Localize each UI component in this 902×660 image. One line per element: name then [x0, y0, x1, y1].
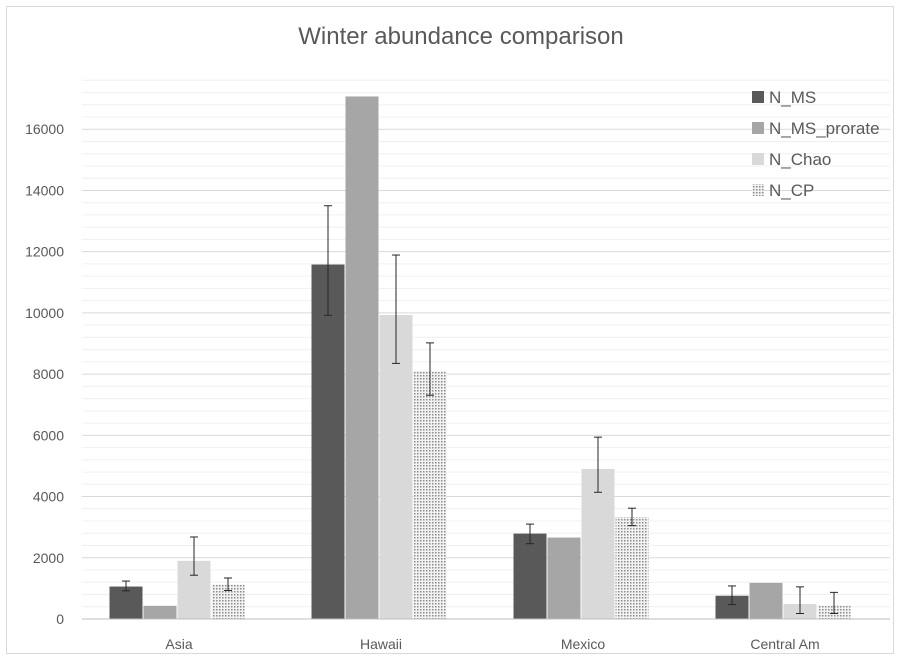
bar-N_MS_prorate-Central Am — [749, 582, 783, 619]
chart-title: Winter abundance comparison — [298, 23, 624, 50]
axes: 0 2000 4000 6000 8000 10000 12000 14000 16000 Asi… — [25, 121, 890, 652]
x-tick-label: Asia — [165, 636, 192, 652]
legend-swatch-N_MS_prorate — [752, 122, 764, 134]
y-tick-label: 10000 — [25, 305, 64, 321]
legend-label-N_MS: N_MS — [769, 88, 816, 107]
y-tick-label: 14000 — [25, 182, 64, 198]
legend-label-N_MS_prorate: N_MS_prorate — [769, 119, 880, 138]
x-tick-label: Central Am — [750, 636, 819, 652]
y-tick-label: 4000 — [33, 489, 64, 505]
legend-swatch-N_MS — [752, 91, 764, 103]
legend-label-N_CP: N_CP — [769, 181, 814, 200]
y-tick-label: 0 — [56, 611, 64, 627]
y-tick-label: 2000 — [33, 550, 64, 566]
bar-N_CP-Hawaii — [413, 370, 447, 619]
x-tick-label: Mexico — [561, 636, 606, 652]
legend-label-N_Chao: N_Chao — [769, 150, 831, 169]
bar-N_Chao-Hawaii — [379, 315, 413, 619]
bar-N_MS-Mexico — [513, 533, 547, 619]
bar-N_CP-Mexico — [615, 517, 649, 619]
legend-swatch-N_CP — [752, 184, 764, 196]
y-tick-label: 6000 — [33, 427, 64, 443]
x-tick-label: Hawaii — [360, 636, 402, 652]
legend: N_MS N_MS_prorate N_Chao N_CP — [752, 88, 880, 200]
bar-N_MS-Asia — [109, 586, 143, 619]
bar-N_MS_prorate-Asia — [143, 605, 177, 619]
bar-N_MS-Central Am — [715, 595, 749, 619]
bar-N_MS-Hawaii — [311, 264, 345, 619]
bars — [109, 96, 851, 620]
y-tick-label: 8000 — [33, 366, 64, 382]
bar-N_Chao-Mexico — [581, 469, 615, 619]
bar-N_MS_prorate-Hawaii — [345, 96, 379, 620]
bar-N_MS_prorate-Mexico — [547, 537, 581, 619]
legend-swatch-N_Chao — [752, 153, 764, 165]
y-tick-label: 16000 — [25, 121, 64, 137]
y-tick-label: 12000 — [25, 244, 64, 260]
